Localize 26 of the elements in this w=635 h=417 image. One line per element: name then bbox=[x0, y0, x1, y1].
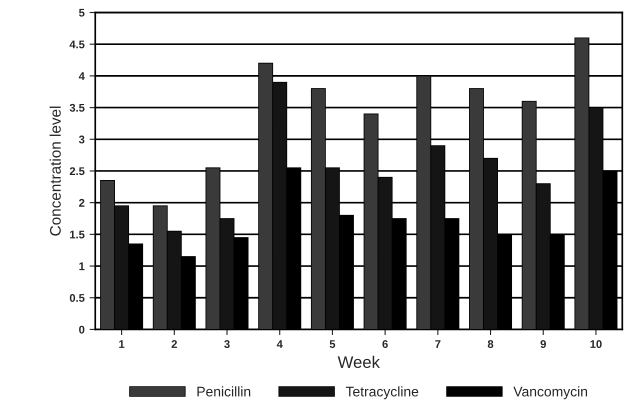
y-tick-label: 3 bbox=[78, 136, 84, 144]
y-tick-label: 1.5 bbox=[70, 230, 85, 238]
x-tick-label: 9 bbox=[540, 340, 546, 348]
y-tick-label: 0.5 bbox=[70, 294, 85, 302]
y-tick-label: 5 bbox=[78, 8, 85, 17]
x-tick-label: 1 bbox=[119, 340, 124, 348]
y-tick-label: 3.5 bbox=[70, 104, 85, 112]
y-tick-label: 4.5 bbox=[70, 40, 85, 48]
x-tick-label: 2 bbox=[172, 340, 177, 348]
legend-label: Vancomycin bbox=[513, 386, 588, 400]
y-tick-label: 2.5 bbox=[70, 167, 85, 176]
legend-label: Tetracycline bbox=[346, 386, 418, 400]
x-tick-label: 7 bbox=[435, 340, 440, 348]
y-tick-label: 4 bbox=[78, 72, 85, 80]
y-tick-label: 1 bbox=[79, 262, 85, 270]
x-tick-label: 5 bbox=[330, 340, 336, 348]
legend-label: Penicillin bbox=[197, 386, 250, 396]
x-tick-label: 6 bbox=[382, 340, 388, 348]
y-axis-title: Concentration level bbox=[50, 106, 61, 236]
y-tick-label: 0 bbox=[79, 326, 84, 334]
x-tick-label: 4 bbox=[276, 340, 283, 348]
x-tick-label: 8 bbox=[488, 340, 494, 348]
x-axis-title: Week bbox=[338, 356, 380, 368]
x-tick-label: 3 bbox=[224, 340, 230, 348]
x-tick-label: 10 bbox=[590, 340, 602, 348]
y-tick-label: 2 bbox=[79, 198, 84, 207]
